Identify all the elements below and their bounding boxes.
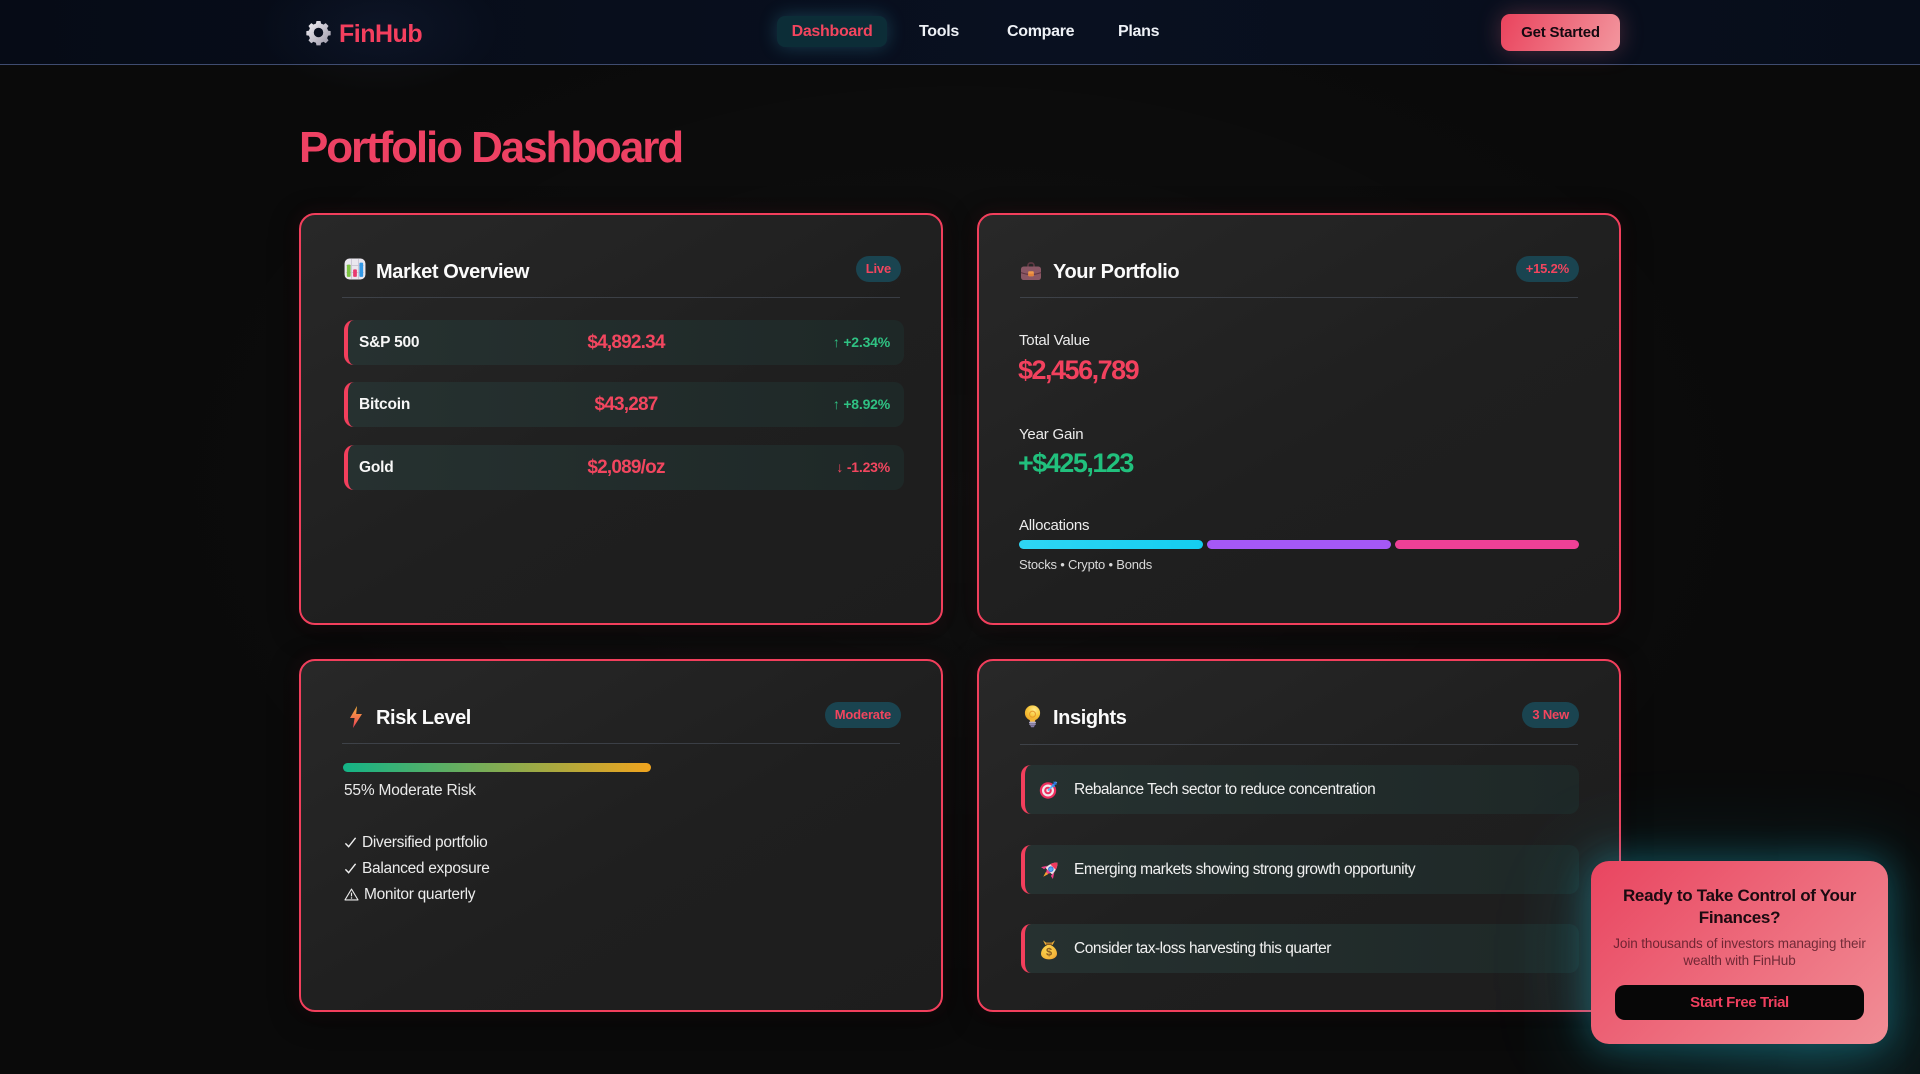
- svg-text:$: $: [1046, 947, 1052, 959]
